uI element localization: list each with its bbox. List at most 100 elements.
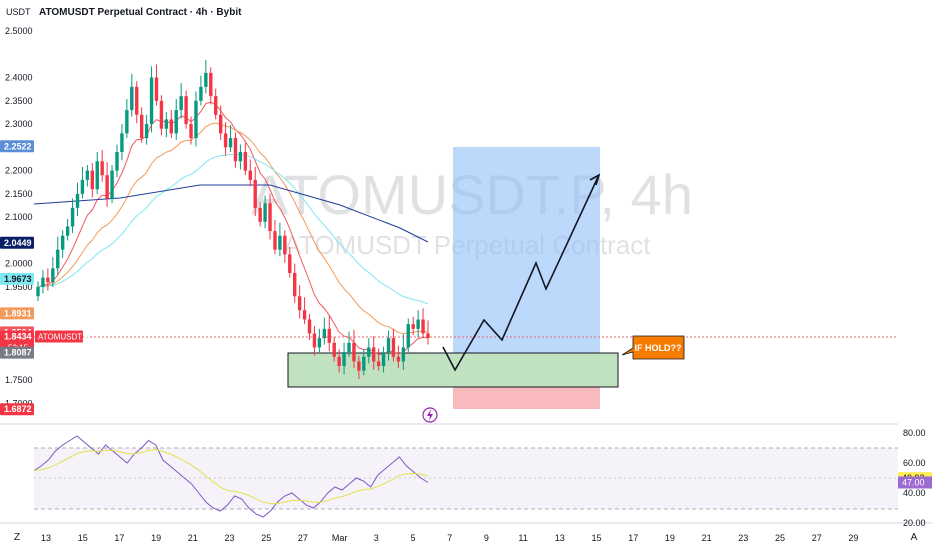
candle bbox=[293, 263, 297, 303]
candle bbox=[406, 318, 410, 353]
candle bbox=[130, 73, 134, 117]
price-badge: 1.6872 bbox=[0, 403, 34, 416]
candle bbox=[391, 328, 396, 362]
candle bbox=[421, 308, 425, 339]
currency-label: USDT bbox=[6, 7, 31, 17]
candle bbox=[70, 198, 75, 233]
candle bbox=[283, 230, 287, 263]
price-tick-label: 2.3500 bbox=[5, 96, 33, 106]
candle bbox=[263, 195, 267, 229]
time-tick-label: 13 bbox=[41, 533, 51, 543]
moving-average-line bbox=[37, 153, 429, 305]
candle bbox=[169, 110, 173, 139]
candle bbox=[41, 270, 45, 294]
time-tick-label: 11 bbox=[518, 533, 527, 543]
price-tick-label: 2.2000 bbox=[5, 166, 33, 176]
candle bbox=[426, 320, 430, 345]
candle bbox=[199, 75, 203, 106]
candle bbox=[189, 116, 193, 145]
timezone-icon[interactable]: Z bbox=[14, 532, 20, 543]
price-badge-label: 1.8931 bbox=[4, 308, 32, 318]
price-badge: 2.0449 bbox=[0, 236, 34, 249]
time-tick-label: 27 bbox=[812, 533, 822, 543]
rsi-tick-label: 20.00 bbox=[903, 518, 926, 528]
candle bbox=[322, 317, 327, 345]
price-badge-label: 2.2522 bbox=[4, 141, 32, 151]
time-tick-label: 5 bbox=[410, 533, 415, 543]
candle bbox=[218, 105, 223, 140]
stop-zone[interactable] bbox=[453, 387, 600, 409]
candle bbox=[243, 142, 248, 176]
time-tick-label: 19 bbox=[665, 533, 675, 543]
if-hold-callout[interactable]: IF HOLD?? bbox=[621, 335, 685, 360]
candle bbox=[36, 281, 40, 301]
candle bbox=[174, 98, 178, 140]
time-tick-label: Mar bbox=[332, 533, 348, 543]
price-tick-label: 2.1500 bbox=[5, 189, 33, 199]
rsi-tick-label: 60.00 bbox=[903, 458, 926, 468]
candle bbox=[337, 349, 341, 373]
candle bbox=[46, 268, 50, 291]
time-tick-label: 21 bbox=[702, 533, 712, 543]
candle bbox=[214, 88, 218, 120]
candle bbox=[268, 193, 272, 240]
candle bbox=[179, 83, 183, 119]
candle bbox=[258, 202, 262, 227]
moving-average-lines bbox=[33, 101, 429, 356]
time-tick-label: 15 bbox=[78, 533, 88, 543]
candle bbox=[144, 114, 149, 145]
time-tick-label: 7 bbox=[447, 533, 452, 543]
candle bbox=[115, 144, 119, 178]
candle bbox=[386, 330, 391, 361]
candle bbox=[90, 163, 95, 198]
rsi-lines bbox=[33, 435, 429, 518]
candle bbox=[347, 331, 351, 357]
candle bbox=[278, 222, 282, 257]
candle bbox=[307, 313, 312, 340]
price-badge: 1.8931 bbox=[0, 307, 34, 320]
candle bbox=[154, 64, 159, 106]
candle bbox=[317, 328, 322, 353]
callout-text: IF HOLD?? bbox=[635, 343, 682, 353]
time-tick-label: 15 bbox=[591, 533, 601, 543]
symbol-title[interactable]: ATOMUSDT Perpetual Contract · 4h · Bybit bbox=[39, 7, 242, 18]
candle bbox=[411, 316, 415, 336]
time-tick-label: 27 bbox=[298, 533, 308, 543]
rsi-badge-label: 47.00 bbox=[902, 478, 925, 488]
lightning-icon[interactable] bbox=[422, 407, 438, 423]
auto-scale-button[interactable]: A bbox=[911, 532, 918, 543]
moving-average-line bbox=[37, 101, 429, 356]
price-badge: 2.2522 bbox=[0, 140, 34, 153]
candle bbox=[110, 165, 114, 204]
candle bbox=[80, 166, 85, 199]
candle bbox=[223, 122, 228, 156]
price-tick-label: 2.0000 bbox=[5, 259, 33, 269]
candle bbox=[371, 336, 376, 370]
time-tick-label: 23 bbox=[738, 533, 748, 543]
candles-group bbox=[36, 59, 430, 380]
candle bbox=[248, 159, 252, 187]
projection-path[interactable] bbox=[442, 176, 599, 372]
candle bbox=[312, 326, 317, 356]
time-tick-label: 13 bbox=[555, 533, 565, 543]
candle bbox=[204, 59, 208, 94]
candle bbox=[396, 345, 401, 368]
symbol-badge-label: ATOMUSDT.P bbox=[38, 333, 89, 342]
time-tick-label: 3 bbox=[374, 533, 379, 543]
price-tick-label: 1.7500 bbox=[5, 375, 33, 385]
candle bbox=[60, 230, 65, 259]
price-badge-label: 1.6872 bbox=[4, 404, 32, 414]
price-badge: 1.9673 bbox=[0, 272, 34, 285]
time-tick-label: 19 bbox=[151, 533, 161, 543]
candle bbox=[288, 246, 292, 278]
time-axis: 13 15 17 19 21 23 25 27 Mar 3 5 7 9 11 13 15 17 19 21 23 25 2… bbox=[41, 533, 858, 543]
time-tick-label: 9 bbox=[484, 533, 489, 543]
time-tick-label: 29 bbox=[848, 533, 858, 543]
price-badge-label: 1.8087 bbox=[4, 348, 32, 358]
candle bbox=[381, 346, 386, 373]
candle bbox=[233, 132, 238, 168]
target-zone[interactable] bbox=[453, 147, 600, 353]
candle bbox=[238, 144, 243, 170]
